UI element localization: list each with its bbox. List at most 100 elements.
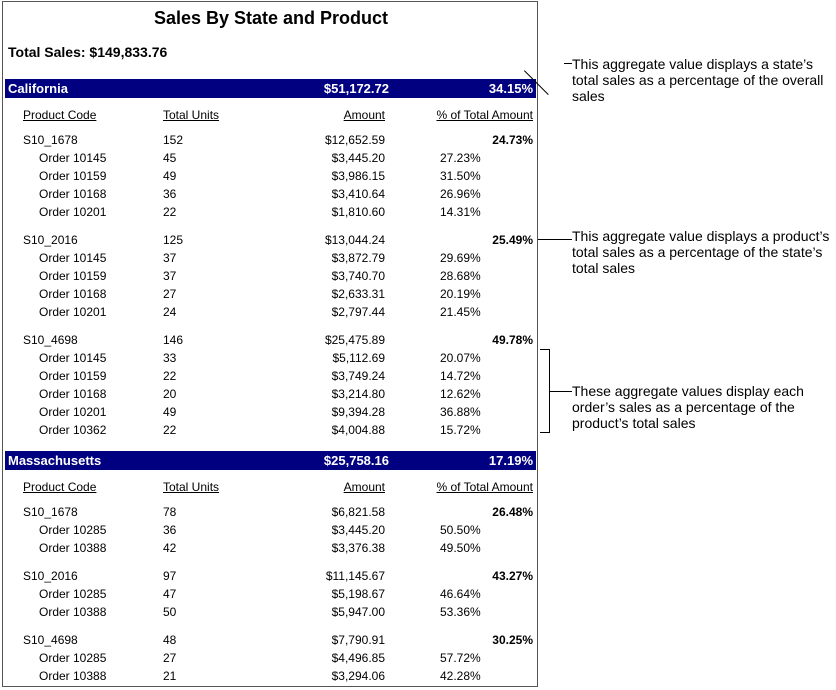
col-header-product-code: Product Code xyxy=(23,108,97,122)
order-name: Order 10285 xyxy=(39,587,107,601)
order-amount: $3,872.79 xyxy=(331,251,385,265)
order-percent: 29.69% xyxy=(440,251,481,265)
order-name: Order 10362 xyxy=(39,423,107,437)
col-header-percent: % of Total Amount xyxy=(436,480,533,494)
order-percent: 21.45% xyxy=(440,305,481,319)
product-percent: 25.49% xyxy=(492,233,533,247)
col-header-product-code: Product Code xyxy=(23,480,97,494)
order-name: Order 10201 xyxy=(39,205,107,219)
state-header-california: California $51,172.72 34.15% xyxy=(5,79,536,98)
order-amount: $3,445.20 xyxy=(331,151,385,165)
col-header-percent: % of Total Amount xyxy=(436,108,533,122)
order-units: 22 xyxy=(163,423,177,437)
order-amount: $3,740.70 xyxy=(331,269,385,283)
order-percent: 27.23% xyxy=(440,151,481,165)
annotation-bracket-top xyxy=(540,349,549,350)
order-percent: 14.72% xyxy=(440,369,481,383)
order-percent: 20.19% xyxy=(440,287,481,301)
order-units: 37 xyxy=(163,269,177,283)
order-percent: 50.50% xyxy=(440,523,481,537)
product-units: 97 xyxy=(163,569,177,583)
product-amount: $11,145.67 xyxy=(325,569,385,583)
order-units: 33 xyxy=(163,351,177,365)
product-amount: $13,044.24 xyxy=(324,233,385,247)
order-amount: $3,986.15 xyxy=(331,169,385,183)
order-percent: 36.88% xyxy=(440,405,481,419)
col-header-total-units: Total Units xyxy=(163,480,220,494)
order-units: 22 xyxy=(163,205,177,219)
product-amount: $7,790.91 xyxy=(331,633,385,647)
order-percent: 12.62% xyxy=(440,387,481,401)
state-amount: $25,758.16 xyxy=(323,453,389,468)
order-name: Order 10145 xyxy=(39,351,107,365)
order-name: Order 10201 xyxy=(39,405,107,419)
product-code: S10_1678 xyxy=(23,133,78,147)
order-amount: $3,410.64 xyxy=(331,187,385,201)
state-percent: 34.15% xyxy=(488,81,533,96)
annotation-bracket-pointer xyxy=(549,391,572,392)
order-amount: $3,749.24 xyxy=(331,369,385,383)
order-percent: 57.72% xyxy=(440,651,481,665)
order-name: Order 10285 xyxy=(39,651,107,665)
order-percent: 46.64% xyxy=(440,587,481,601)
order-name: Order 10168 xyxy=(39,287,107,301)
product-units: 78 xyxy=(163,505,177,519)
product-code: S10_2016 xyxy=(23,569,78,583)
order-name: Order 10201 xyxy=(39,305,107,319)
order-units: 36 xyxy=(163,523,177,537)
order-name: Order 10388 xyxy=(39,541,107,555)
order-percent: 14.31% xyxy=(440,205,481,219)
order-units: 22 xyxy=(163,369,177,383)
order-amount: $5,947.00 xyxy=(331,605,385,619)
order-percent: 49.50% xyxy=(440,541,481,555)
product-units: 125 xyxy=(163,233,184,247)
order-amount: $3,214.80 xyxy=(331,387,385,401)
order-percent: 42.28% xyxy=(440,669,481,683)
report-title: Sales By State and Product xyxy=(153,8,389,28)
state-amount: $51,172.72 xyxy=(323,81,389,96)
order-amount: $4,496.85 xyxy=(331,651,385,665)
total-sales: Total Sales: $149,833.76 xyxy=(8,44,168,60)
product-code: S10_2016 xyxy=(23,233,78,247)
order-units: 24 xyxy=(163,305,177,319)
order-name: Order 10145 xyxy=(39,251,107,265)
order-amount: $9,394.28 xyxy=(331,405,385,419)
order-name: Order 10159 xyxy=(39,369,107,383)
order-amount: $3,294.06 xyxy=(331,669,385,683)
product-code: S10_1678 xyxy=(23,505,78,519)
order-units: 21 xyxy=(163,669,177,683)
state-name: Massachusetts xyxy=(8,453,102,468)
annotation-state-percent: This aggregate value displays a state’s … xyxy=(572,56,824,104)
product-code: S10_4698 xyxy=(23,333,78,347)
state-header-massachusetts: Massachusetts $25,758.16 17.19% xyxy=(5,451,536,470)
product-percent: 26.48% xyxy=(492,505,533,519)
order-name: Order 10168 xyxy=(39,387,107,401)
annotation-leader-line xyxy=(538,239,572,240)
order-amount: $4,004.88 xyxy=(331,423,385,437)
order-units: 36 xyxy=(163,187,177,201)
product-percent: 24.73% xyxy=(492,133,533,147)
order-units: 20 xyxy=(163,387,177,401)
col-header-amount: Amount xyxy=(343,108,385,122)
order-units: 49 xyxy=(163,405,177,419)
annotation-product-percent: This aggregate value displays a product’… xyxy=(572,228,830,276)
order-name: Order 10159 xyxy=(39,169,107,183)
order-units: 49 xyxy=(163,169,177,183)
product-units: 152 xyxy=(163,133,184,147)
order-amount: $3,376.38 xyxy=(331,541,385,555)
order-name: Order 10388 xyxy=(39,669,107,683)
order-percent: 26.96% xyxy=(440,187,481,201)
order-name: Order 10145 xyxy=(39,151,107,165)
product-code: S10_4698 xyxy=(23,633,78,647)
order-amount: $3,445.20 xyxy=(331,523,385,537)
order-units: 45 xyxy=(163,151,177,165)
order-percent: 28.68% xyxy=(440,269,481,283)
order-percent: 53.36% xyxy=(440,605,481,619)
order-name: Order 10388 xyxy=(39,605,107,619)
product-units: 48 xyxy=(163,633,177,647)
order-amount: $5,112.69 xyxy=(332,351,386,365)
order-units: 27 xyxy=(163,287,177,301)
order-amount: $2,633.31 xyxy=(331,287,385,301)
product-amount: $6,821.58 xyxy=(331,505,385,519)
order-percent: 20.07% xyxy=(440,351,481,365)
